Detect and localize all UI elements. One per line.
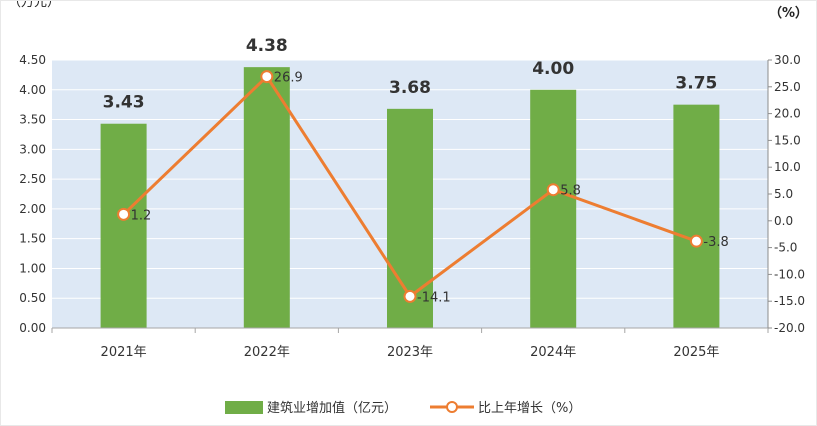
left-tick-label: 3.00 (19, 142, 46, 156)
right-tick-label: -5.0 (774, 241, 797, 255)
line-value-label: 26.9 (274, 71, 303, 86)
left-tick-label: 3.50 (19, 113, 46, 127)
line-point (689, 234, 703, 248)
line-point (117, 207, 131, 221)
right-axis-unit-label: （%） (769, 5, 808, 21)
line-value-label: 5.8 (560, 184, 581, 199)
line-value-labels: 1.2 26.9 -14.1 5.8 -3.8 (131, 71, 729, 306)
bar (100, 123, 147, 328)
line-value-label: -14.1 (417, 290, 451, 305)
left-tick-label: 2.50 (19, 172, 46, 186)
x-tick-label: 2022年 (244, 345, 290, 360)
left-tick-label: 1.50 (19, 232, 46, 246)
bar (673, 104, 720, 329)
right-tick-label: 30.0 (774, 53, 801, 67)
line-point (260, 70, 274, 84)
x-tick-label: 2024年 (530, 345, 576, 360)
line-value-label: -3.8 (703, 235, 728, 250)
right-tick-label: 10.0 (774, 160, 801, 174)
bar-value-label: 4.00 (532, 59, 574, 79)
bar-value-labels: 3.43 4.38 3.68 4.00 3.75 (103, 36, 718, 113)
left-axis-unit-label: （万元） (8, 0, 60, 10)
line-point (403, 289, 417, 303)
line-series (117, 70, 703, 303)
left-tick-label: 4.00 (19, 83, 46, 97)
bar (530, 89, 577, 329)
left-axis-ticks: 0.00 0.50 1.00 1.50 2.00 2.50 3.00 3.50 4.00 4.50 (19, 53, 46, 335)
right-tick-label: -20.0 (774, 321, 805, 335)
left-tick-label: 4.50 (19, 53, 46, 67)
legend-line-label: 比上年增长（%） (478, 401, 581, 416)
left-tick-label: 2.00 (19, 202, 46, 216)
left-tick-label: 1.00 (19, 261, 46, 275)
bar-value-label: 3.43 (103, 93, 145, 113)
right-tick-label: 0.0 (774, 214, 793, 228)
right-tick-label: 20.0 (774, 107, 801, 121)
right-tick-label: 15.0 (774, 133, 801, 147)
right-tick-label: -15.0 (774, 294, 805, 308)
right-axis-ticks: -20.0 -15.0 -10.0 -5.0 0.0 5.0 10.0 15.0 20.0 25.… (768, 53, 805, 335)
right-tick-label: 5.0 (774, 187, 793, 201)
left-tick-label: 0.00 (19, 321, 46, 335)
bar-value-label: 4.38 (246, 36, 288, 56)
line-value-label: 1.2 (131, 208, 152, 223)
x-tick-label: 2023年 (387, 345, 433, 360)
bar-value-label: 3.75 (675, 74, 717, 94)
legend: 建筑业增加值（亿元） 比上年增长（%） (225, 400, 581, 416)
legend-bar-label: 建筑业增加值（亿元） (267, 400, 397, 416)
bar-series (100, 67, 720, 329)
legend-bar-swatch (225, 401, 263, 414)
legend-line-marker (446, 401, 458, 413)
bar-value-label: 3.68 (389, 78, 431, 98)
x-tick-label: 2025年 (673, 345, 719, 360)
line-point (546, 183, 560, 197)
bar (243, 67, 290, 328)
left-tick-label: 0.50 (19, 291, 46, 305)
right-tick-label: 25.0 (774, 80, 801, 94)
x-tick-label: 2021年 (101, 345, 147, 360)
x-axis-ticks: 2021年 2022年 2023年 2024年 2025年 (101, 345, 720, 360)
right-tick-label: -10.0 (774, 267, 805, 281)
